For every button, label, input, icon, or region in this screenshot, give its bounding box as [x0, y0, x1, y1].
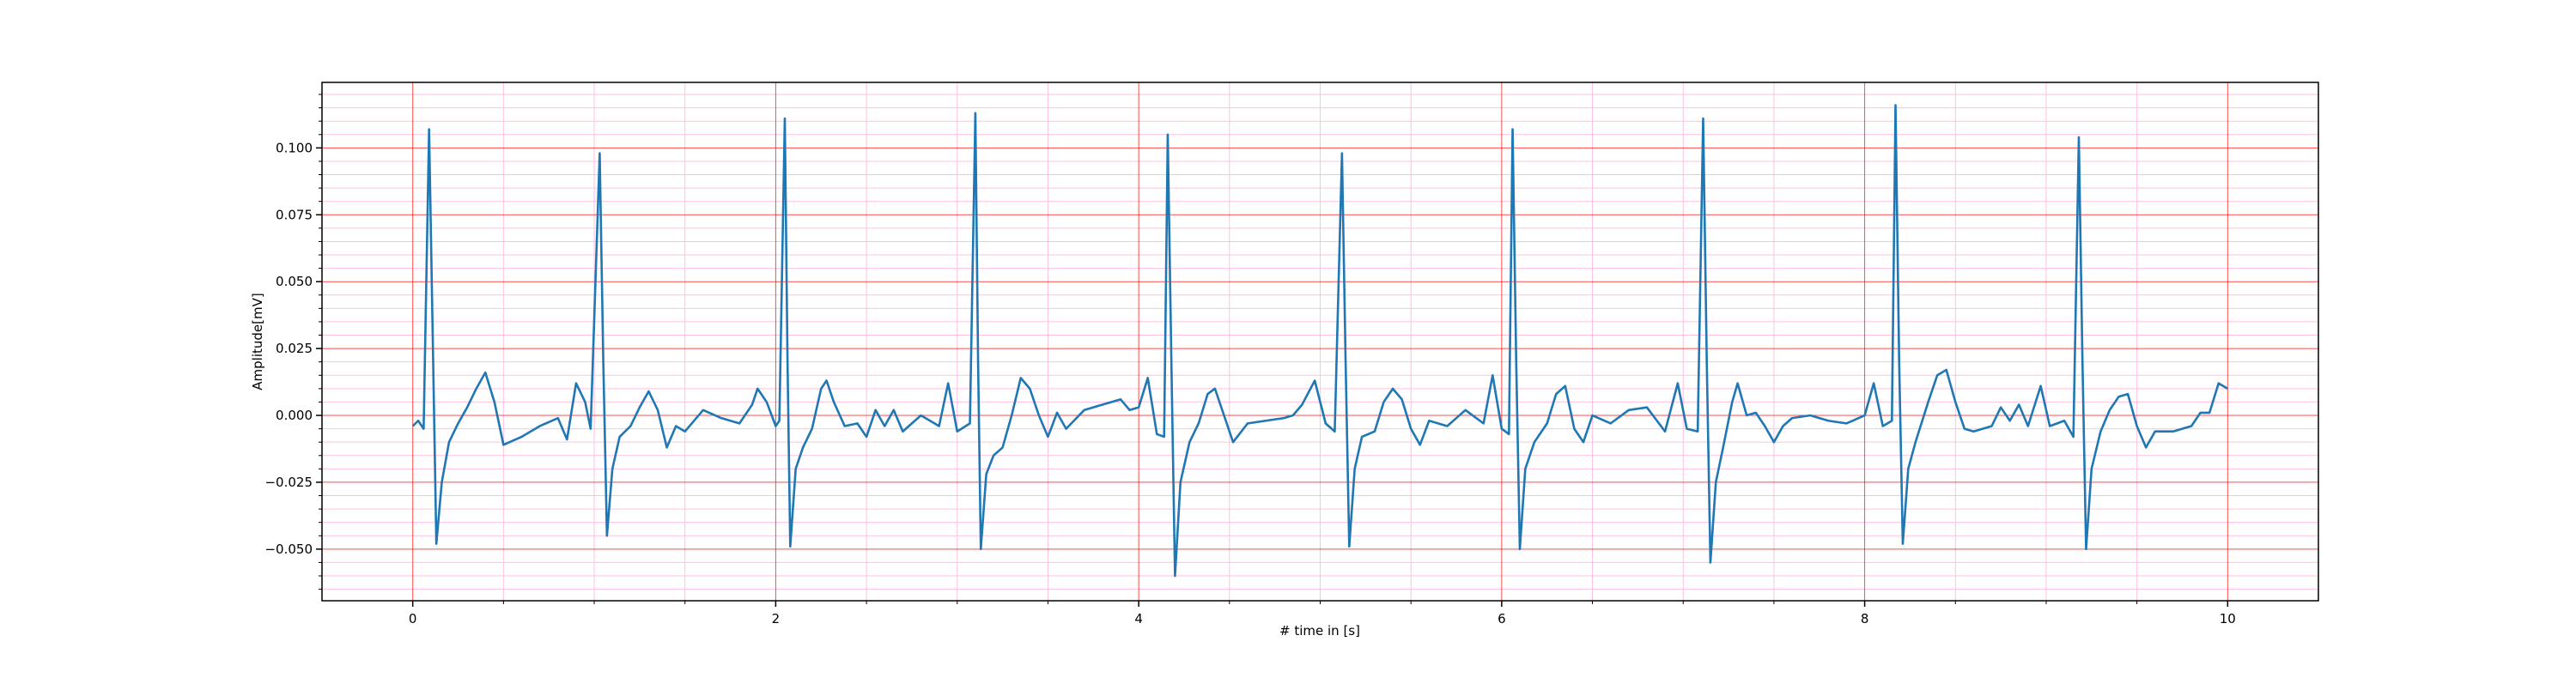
x-tick-label: 4 [1134, 611, 1143, 626]
y-tick-label: −0.025 [264, 475, 313, 490]
x-tick-label: 10 [2220, 611, 2236, 626]
grid [322, 82, 2318, 601]
y-tick-label: 0.025 [276, 341, 313, 356]
y-tick-label: 0.000 [276, 408, 313, 423]
x-tick-label: 2 [772, 611, 781, 626]
y-tick-label: 0.075 [276, 207, 313, 222]
ecg-line [411, 104, 2228, 578]
y-tick-label: −0.050 [264, 542, 313, 557]
x-axis-label: # time in [s] [1279, 623, 1360, 639]
y-tick-label: 0.050 [276, 274, 313, 289]
x-tick-label: 8 [1861, 611, 1869, 626]
y-axis-label: Amplitude[mV] [250, 293, 265, 390]
y-tick-label: 0.100 [276, 140, 313, 155]
plot-area [411, 104, 2228, 578]
x-tick-label: 0 [409, 611, 417, 626]
x-tick-label: 6 [1498, 611, 1506, 626]
